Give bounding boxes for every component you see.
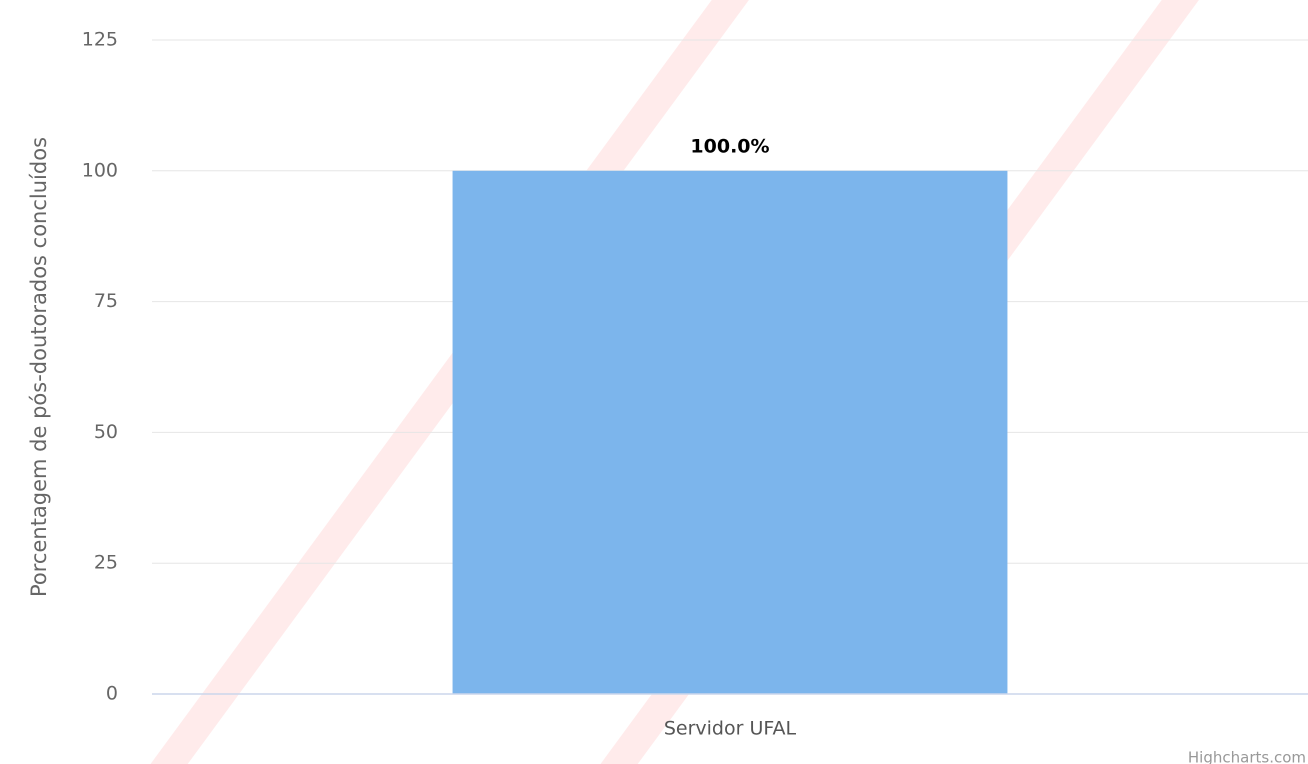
y-axis-title: Porcentagem de pós-doutorados concluídos	[27, 137, 51, 597]
data-label: 100.0%	[690, 135, 769, 157]
credits: Highcharts.com	[1188, 749, 1306, 764]
y-tick-label: 100	[82, 159, 118, 181]
stripe	[150, 0, 749, 764]
y-tick-label: 125	[82, 29, 118, 51]
bar	[452, 170, 1008, 695]
x-tick-label: Servidor UFAL	[664, 718, 797, 740]
y-tick-label: 25	[94, 552, 118, 574]
y-tick-label: 0	[106, 683, 118, 705]
y-tick-label: 75	[94, 290, 118, 312]
y-tick-label: 50	[94, 421, 118, 443]
